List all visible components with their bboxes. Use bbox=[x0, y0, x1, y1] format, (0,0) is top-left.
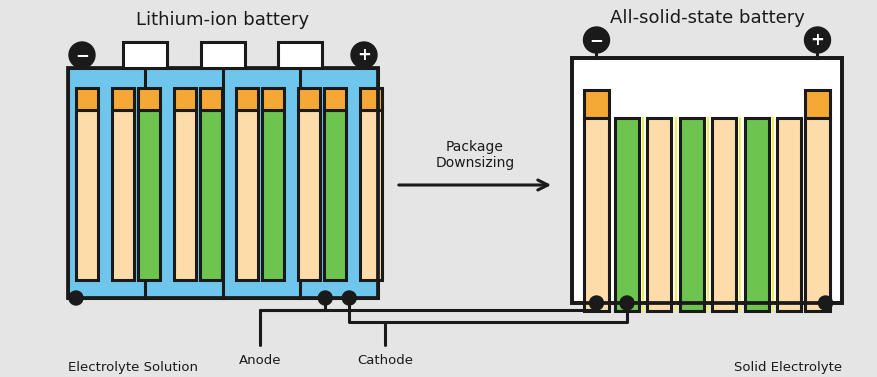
Text: +: + bbox=[357, 46, 370, 64]
Bar bbox=[200, 110, 222, 280]
Bar bbox=[112, 88, 134, 110]
Bar bbox=[679, 118, 703, 311]
Bar bbox=[174, 88, 196, 110]
Bar bbox=[776, 118, 800, 311]
Bar bbox=[138, 110, 160, 280]
Bar bbox=[583, 118, 609, 311]
Bar bbox=[360, 110, 381, 280]
Bar bbox=[744, 118, 767, 311]
Bar bbox=[200, 88, 222, 110]
Text: −: − bbox=[75, 46, 89, 64]
Bar bbox=[76, 110, 98, 280]
Bar bbox=[804, 118, 829, 311]
Bar bbox=[324, 110, 346, 280]
Text: Cathode: Cathode bbox=[357, 354, 412, 366]
Bar bbox=[711, 118, 735, 311]
Bar bbox=[297, 88, 319, 110]
Bar bbox=[138, 88, 160, 110]
Bar bbox=[324, 88, 346, 110]
Bar bbox=[360, 88, 381, 110]
Text: Lithium-ion battery: Lithium-ion battery bbox=[136, 11, 310, 29]
Bar bbox=[236, 110, 258, 280]
Bar bbox=[261, 110, 283, 280]
Text: −: − bbox=[588, 31, 602, 49]
Bar bbox=[297, 110, 319, 280]
Bar bbox=[68, 68, 378, 298]
Bar bbox=[583, 90, 609, 118]
Text: Solid Electrolyte: Solid Electrolyte bbox=[733, 360, 841, 374]
Text: Anode: Anode bbox=[239, 354, 281, 366]
Bar bbox=[804, 90, 829, 118]
Circle shape bbox=[69, 291, 83, 305]
Text: Electrolyte Solution: Electrolyte Solution bbox=[68, 360, 198, 374]
Bar bbox=[76, 88, 98, 110]
Bar bbox=[614, 118, 638, 311]
Bar bbox=[201, 42, 245, 68]
Bar bbox=[236, 88, 258, 110]
Bar bbox=[571, 58, 841, 303]
Circle shape bbox=[583, 27, 609, 53]
Circle shape bbox=[619, 296, 633, 310]
Text: All-solid-state battery: All-solid-state battery bbox=[609, 9, 803, 27]
Text: +: + bbox=[809, 31, 824, 49]
Circle shape bbox=[817, 296, 831, 310]
Circle shape bbox=[317, 291, 332, 305]
Circle shape bbox=[803, 27, 830, 53]
Bar bbox=[646, 118, 671, 311]
Bar bbox=[278, 42, 322, 68]
Bar bbox=[124, 42, 168, 68]
Bar bbox=[571, 58, 841, 303]
Circle shape bbox=[69, 42, 95, 68]
Circle shape bbox=[342, 291, 356, 305]
Circle shape bbox=[351, 42, 376, 68]
Bar bbox=[112, 110, 134, 280]
Bar bbox=[174, 110, 196, 280]
Bar bbox=[68, 68, 378, 298]
Text: Package
Downsizing: Package Downsizing bbox=[435, 140, 514, 170]
Circle shape bbox=[588, 296, 602, 310]
Bar bbox=[261, 88, 283, 110]
